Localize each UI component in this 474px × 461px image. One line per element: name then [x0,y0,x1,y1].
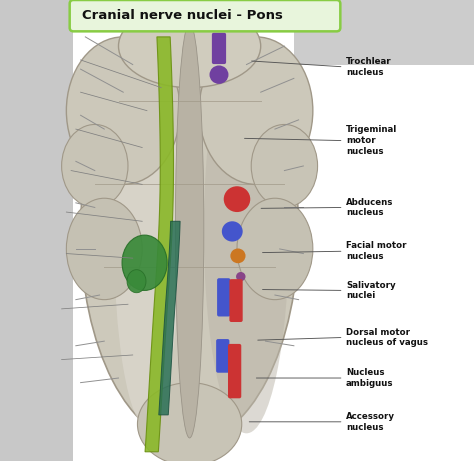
Text: Trochlear
nucleus: Trochlear nucleus [346,57,392,77]
Text: Cranial nerve nuclei - Pons: Cranial nerve nuclei - Pons [82,9,283,22]
Bar [0,0,73,461]
Ellipse shape [127,270,146,293]
Text: Abducens
nucleus: Abducens nucleus [346,198,393,217]
Text: Nucleus
ambiguus: Nucleus ambiguus [346,368,393,388]
Bar [294,0,474,65]
Circle shape [222,221,243,242]
Ellipse shape [137,383,242,461]
Ellipse shape [62,124,128,207]
Text: Trigeminal
motor
nucleus: Trigeminal motor nucleus [346,125,397,156]
Ellipse shape [114,35,180,426]
Circle shape [224,186,250,212]
FancyBboxPatch shape [212,33,226,64]
Ellipse shape [118,5,261,88]
FancyBboxPatch shape [217,278,230,316]
Text: Accessory
nucleus: Accessory nucleus [346,412,395,431]
Polygon shape [145,37,173,452]
Ellipse shape [204,28,289,433]
Ellipse shape [66,198,142,300]
Ellipse shape [251,124,318,207]
Polygon shape [159,221,180,415]
Circle shape [230,248,246,263]
FancyBboxPatch shape [70,0,340,31]
FancyBboxPatch shape [216,339,229,372]
FancyBboxPatch shape [229,279,243,322]
Ellipse shape [175,23,204,438]
Ellipse shape [237,198,313,300]
Ellipse shape [122,235,167,290]
Circle shape [210,65,228,84]
Circle shape [236,272,246,281]
Ellipse shape [81,18,299,443]
Text: Salivatory
nuclei: Salivatory nuclei [346,281,396,300]
Text: Dorsal motor
nucleus of vagus: Dorsal motor nucleus of vagus [346,328,428,347]
Ellipse shape [66,37,180,184]
FancyBboxPatch shape [228,344,241,398]
Ellipse shape [199,37,313,184]
Text: Facial motor
nucleus: Facial motor nucleus [346,242,407,261]
